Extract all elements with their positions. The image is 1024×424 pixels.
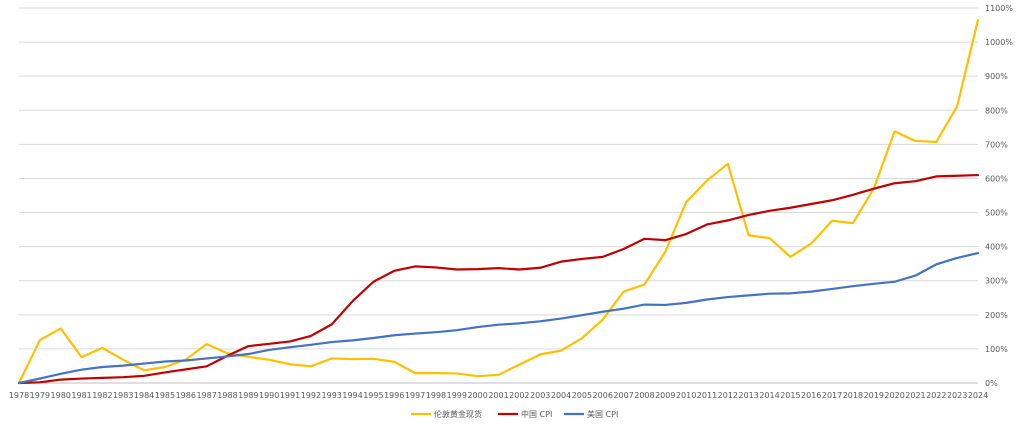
x-tick-label: 2023 xyxy=(947,391,967,400)
x-tick-label: 1980 xyxy=(51,391,71,400)
y-tick-label: 900% xyxy=(985,72,1008,81)
x-tick-label: 1989 xyxy=(238,391,258,400)
x-tick-label: 2021 xyxy=(905,391,925,400)
x-tick-label: 2005 xyxy=(572,391,592,400)
x-tick-label: 2013 xyxy=(738,391,758,400)
x-tick-label: 2024 xyxy=(968,391,988,400)
y-tick-label: 600% xyxy=(985,174,1008,183)
legend: 伦敦黄金现货 中国 CPI 美国 CPI xyxy=(411,409,618,419)
x-tick-label: 2019 xyxy=(864,391,884,400)
x-tick-label: 1994 xyxy=(342,391,362,400)
x-tick-label: 2015 xyxy=(780,391,800,400)
x-tick-label: 2022 xyxy=(926,391,946,400)
x-tick-label: 1982 xyxy=(92,391,112,400)
legend-item: 美国 CPI xyxy=(564,409,618,419)
x-tick-label: 2018 xyxy=(843,391,863,400)
legend-item: 伦敦黄金现货 xyxy=(411,409,482,419)
x-tick-label: 1981 xyxy=(71,391,91,400)
series-line-1 xyxy=(17,173,980,385)
legend-label: 伦敦黄金现货 xyxy=(434,409,482,419)
x-tick-label: 1992 xyxy=(301,391,321,400)
x-tick-label: 1995 xyxy=(363,391,383,400)
y-tick-label: 400% xyxy=(985,243,1008,252)
x-tick-label: 1978 xyxy=(9,391,29,400)
x-tick-label: 1998 xyxy=(426,391,446,400)
x-tick-label: 1999 xyxy=(447,391,467,400)
x-tick-label: 1996 xyxy=(384,391,404,400)
y-tick-label: 1000% xyxy=(985,38,1013,47)
legend-label: 中国 CPI xyxy=(521,409,552,419)
legend-item: 中国 CPI xyxy=(498,409,552,419)
x-tick-label: 2002 xyxy=(509,391,529,400)
x-tick-label: 2010 xyxy=(676,391,696,400)
x-tick-label: 1987 xyxy=(196,391,216,400)
x-tick-label: 2001 xyxy=(488,391,508,400)
x-tick-label: 2003 xyxy=(530,391,550,400)
x-tick-label: 2000 xyxy=(467,391,487,400)
series-line-0 xyxy=(17,18,980,385)
series-lines xyxy=(17,18,980,385)
y-tick-label: 700% xyxy=(985,140,1008,149)
x-tick-label: 2014 xyxy=(759,391,779,400)
x-tick-label: 1991 xyxy=(280,391,300,400)
x-tick-label: 1979 xyxy=(30,391,50,400)
x-tick-label: 2007 xyxy=(613,391,633,400)
legend-label: 美国 CPI xyxy=(587,409,618,419)
x-tick-label: 2008 xyxy=(634,391,654,400)
y-tick-label: 300% xyxy=(985,277,1008,286)
x-tick-label: 1993 xyxy=(322,391,342,400)
y-axis-tick-labels: 0% 100% 200% 300% 400% 500% 600% 700% 800% 900% 10… xyxy=(985,4,1013,388)
x-tick-label: 2004 xyxy=(551,391,571,400)
x-tick-label: 2006 xyxy=(593,391,613,400)
x-tick-label: 2011 xyxy=(697,391,717,400)
x-tick-label: 1985 xyxy=(155,391,175,400)
y-tick-label: 100% xyxy=(985,345,1008,354)
y-tick-label: 800% xyxy=(985,106,1008,115)
x-tick-label: 1988 xyxy=(217,391,237,400)
x-tick-label: 2020 xyxy=(884,391,904,400)
y-tick-label: 1100% xyxy=(985,4,1013,13)
y-tick-label: 500% xyxy=(985,209,1008,218)
y-tick-label: 200% xyxy=(985,311,1008,320)
x-tick-label: 1990 xyxy=(259,391,279,400)
x-tick-label: 1986 xyxy=(176,391,196,400)
x-tick-label: 2016 xyxy=(801,391,821,400)
x-tick-label: 2017 xyxy=(822,391,842,400)
x-tick-label: 1997 xyxy=(405,391,425,400)
x-tick-label: 1984 xyxy=(134,391,154,400)
x-tick-label: 1983 xyxy=(113,391,133,400)
gridlines xyxy=(19,7,978,384)
y-tick-label: 0% xyxy=(985,379,998,388)
x-tick-label: 2009 xyxy=(655,391,675,400)
series-line-2 xyxy=(17,252,980,385)
x-axis-tick-labels: 1978 1979 1980 1981 1982 1983 1984 1985 1986 1987… xyxy=(9,391,988,400)
x-tick-label: 2012 xyxy=(718,391,738,400)
